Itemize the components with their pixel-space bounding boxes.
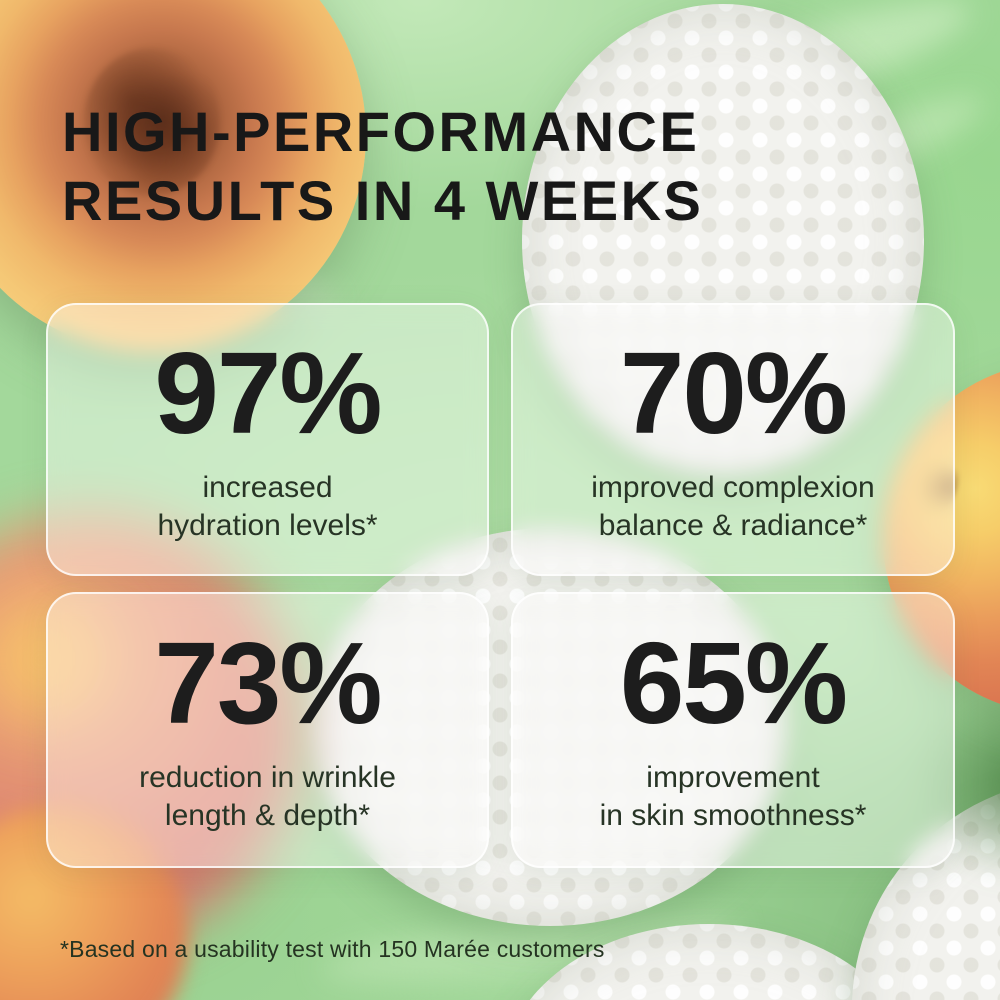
headline-line-2: RESULTS IN 4 WEEKS (62, 169, 704, 232)
headline: HIGH-PERFORMANCE RESULTS IN 4 WEEKS (62, 97, 703, 235)
stat-label: increased hydration levels* (157, 469, 377, 545)
stat-label-line-2: balance & radiance* (598, 508, 868, 542)
stat-label: improved complexion balance & radiance* (591, 469, 874, 545)
stat-label-line-1: improved complexion (591, 470, 875, 504)
stat-label-line-2: length & depth* (164, 799, 371, 832)
stat-label: reduction in wrinkle length & depth* (139, 759, 396, 835)
stat-value: 73% (154, 618, 382, 748)
stat-label-line-1: reduction in wrinkle (139, 761, 396, 794)
stat-card-hydration: 97% increased hydration levels* (46, 303, 489, 576)
stat-label-line-2: in skin smoothness* (599, 799, 867, 832)
stat-value: 70% (619, 327, 848, 458)
footnote-text: *Based on a usability test with 150 Maré… (60, 936, 605, 962)
stat-label-line-1: improvement (646, 761, 820, 794)
stat-card-complexion: 70% improved complexion balance & radian… (511, 303, 955, 576)
stat-label-line-2: hydration levels* (157, 508, 378, 542)
stat-label: improvement in skin smoothness* (600, 759, 867, 835)
headline-line-1: HIGH-PERFORMANCE (62, 100, 700, 163)
stat-card-smoothness: 65% improvement in skin smoothness* (511, 592, 955, 868)
stat-value: 97% (154, 327, 382, 458)
stat-label-line-1: increased (202, 470, 333, 504)
stat-value: 65% (619, 618, 848, 748)
stat-card-wrinkle: 73% reduction in wrinkle length & depth* (46, 592, 489, 868)
